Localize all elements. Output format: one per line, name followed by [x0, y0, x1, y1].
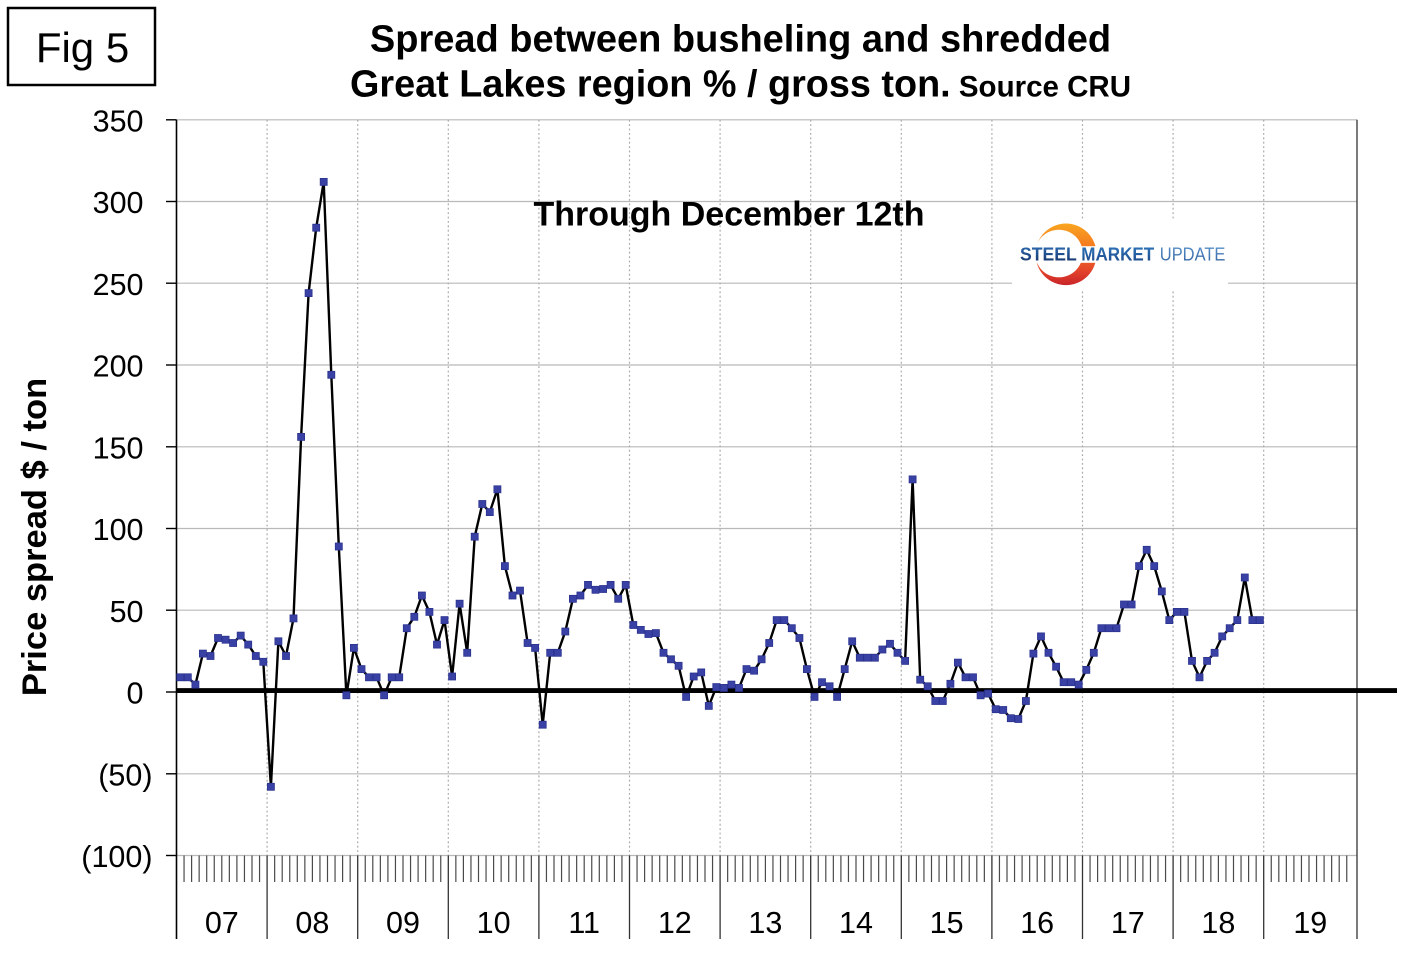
svg-text:11: 11 — [568, 906, 600, 940]
svg-text:12: 12 — [658, 906, 692, 940]
svg-text:17: 17 — [1111, 906, 1145, 940]
svg-text:200: 200 — [93, 350, 144, 384]
svg-text:UPDATE: UPDATE — [1160, 245, 1226, 265]
svg-text:19: 19 — [1293, 906, 1327, 940]
svg-text:(100): (100) — [81, 840, 152, 874]
svg-text:18: 18 — [1201, 906, 1235, 940]
svg-text:14: 14 — [839, 906, 873, 940]
svg-text:100: 100 — [93, 513, 144, 547]
svg-text:Spread between busheling and s: Spread between busheling and shredded — [370, 19, 1111, 61]
svg-text:07: 07 — [205, 906, 239, 940]
svg-text:150: 150 — [93, 431, 144, 465]
svg-text:350: 350 — [93, 104, 144, 138]
svg-text:10: 10 — [477, 906, 511, 940]
svg-text:250: 250 — [93, 268, 144, 302]
svg-text:09: 09 — [386, 906, 420, 940]
svg-text:13: 13 — [748, 906, 782, 940]
svg-text:Price spread $ / ton: Price spread $ / ton — [16, 378, 54, 696]
svg-text:MARKET: MARKET — [1081, 245, 1154, 265]
svg-text:0: 0 — [127, 677, 144, 711]
svg-text:16: 16 — [1020, 906, 1054, 940]
svg-text:Great Lakes region % / gross t: Great Lakes region % / gross ton. Source… — [350, 64, 1131, 106]
svg-text:Fig 5: Fig 5 — [36, 24, 129, 71]
svg-text:15: 15 — [930, 906, 964, 940]
svg-text:300: 300 — [93, 186, 144, 220]
svg-text:(50): (50) — [98, 759, 152, 793]
svg-text:STEEL: STEEL — [1020, 245, 1077, 265]
svg-text:08: 08 — [295, 906, 329, 940]
svg-text:Through December 12th: Through December 12th — [533, 196, 924, 234]
svg-text:50: 50 — [110, 595, 144, 629]
